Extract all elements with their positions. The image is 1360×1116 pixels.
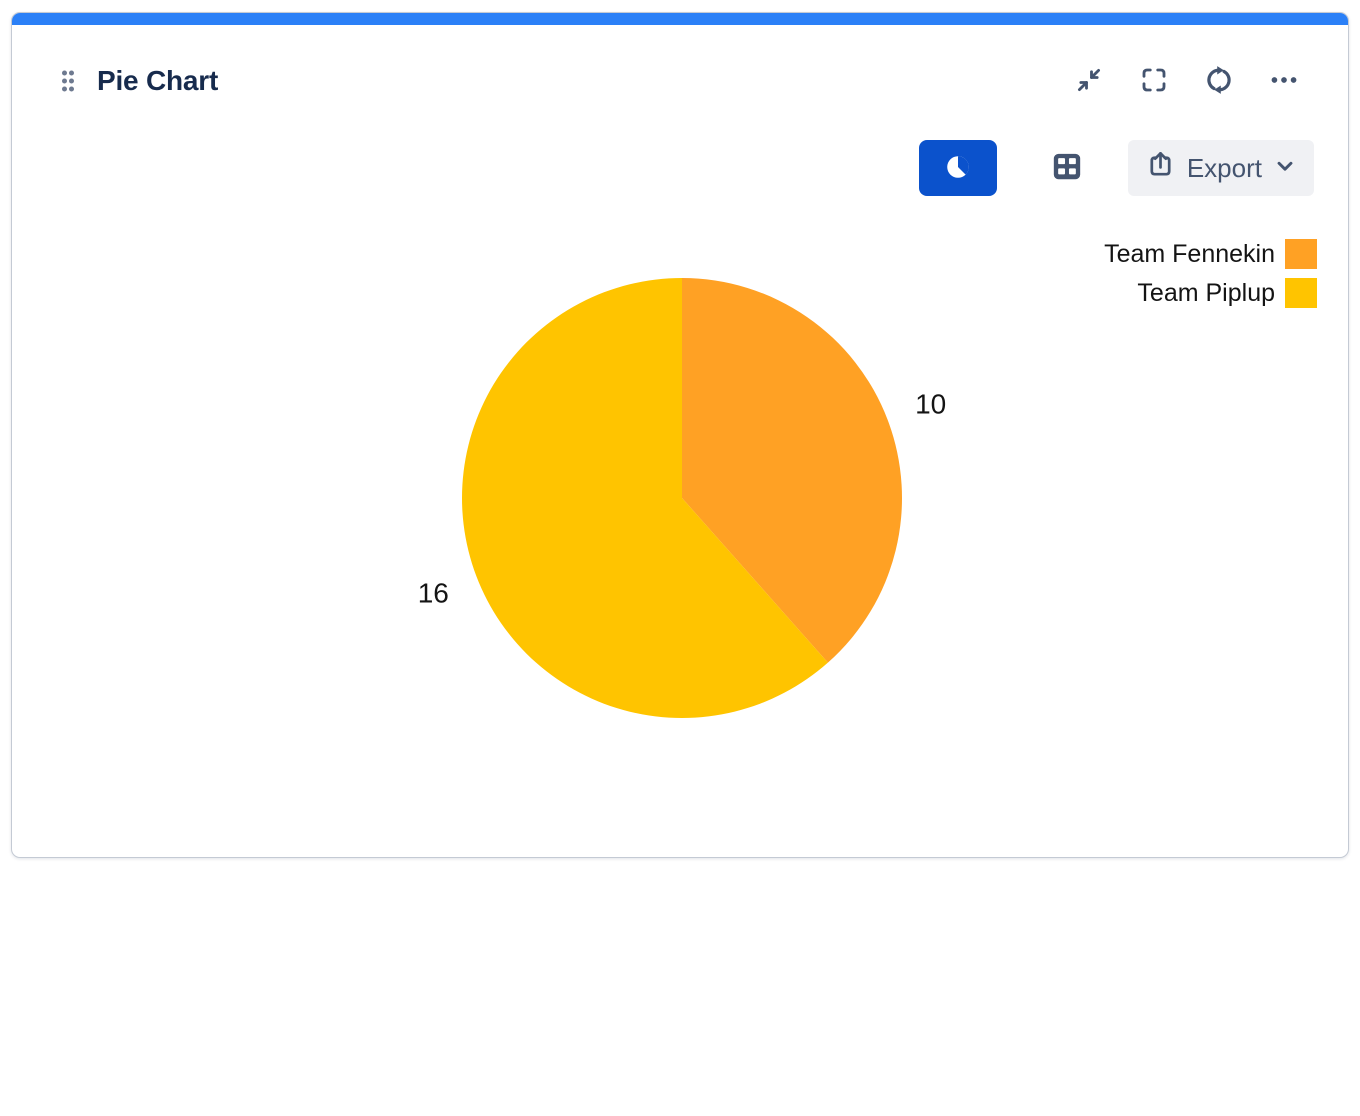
legend-label: Team Piplup xyxy=(1137,278,1275,307)
legend-item-team-fennekin[interactable]: Team Fennekin xyxy=(1104,239,1317,269)
export-button[interactable]: Export xyxy=(1127,140,1314,196)
more-icon xyxy=(1269,65,1299,98)
fullscreen-button[interactable] xyxy=(1138,65,1170,97)
header-actions xyxy=(1073,65,1300,97)
more-button[interactable] xyxy=(1268,65,1300,97)
chart-view-button[interactable] xyxy=(918,140,997,196)
refresh-button[interactable] xyxy=(1203,65,1235,97)
share-upload-icon xyxy=(1146,150,1175,186)
pie-chart-gadget: Pie Chart xyxy=(11,12,1349,858)
pie-chart-icon xyxy=(943,152,973,185)
minimize-button[interactable] xyxy=(1073,65,1105,97)
pie-slice-team-fennekin[interactable] xyxy=(682,278,903,663)
fullscreen-icon xyxy=(1139,65,1169,98)
legend-swatch xyxy=(1285,239,1317,269)
legend-swatch xyxy=(1285,278,1317,308)
legend-item-team-piplup[interactable]: Team Piplup xyxy=(1104,278,1317,308)
gadget-toolbar: Export xyxy=(918,140,1314,196)
chart-legend: Team Fennekin Team Piplup xyxy=(1104,239,1317,308)
gadget-accent-bar xyxy=(12,13,1348,25)
pie-slice-label: 10 xyxy=(915,389,946,420)
export-button-label: Export xyxy=(1186,152,1262,183)
chevron-down-icon xyxy=(1274,153,1296,184)
table-view-button[interactable] xyxy=(1049,150,1085,186)
drag-handle-icon[interactable] xyxy=(61,70,75,92)
gadget-header: Pie Chart xyxy=(61,63,1300,99)
minimize-icon xyxy=(1074,65,1104,98)
gadget-title: Pie Chart xyxy=(97,65,219,96)
legend-label: Team Fennekin xyxy=(1104,239,1275,268)
pie-slice-label: 16 xyxy=(418,577,449,608)
pie-slice-team-piplup[interactable] xyxy=(462,278,828,719)
table-grid-icon xyxy=(1050,151,1084,186)
refresh-icon xyxy=(1203,64,1235,99)
